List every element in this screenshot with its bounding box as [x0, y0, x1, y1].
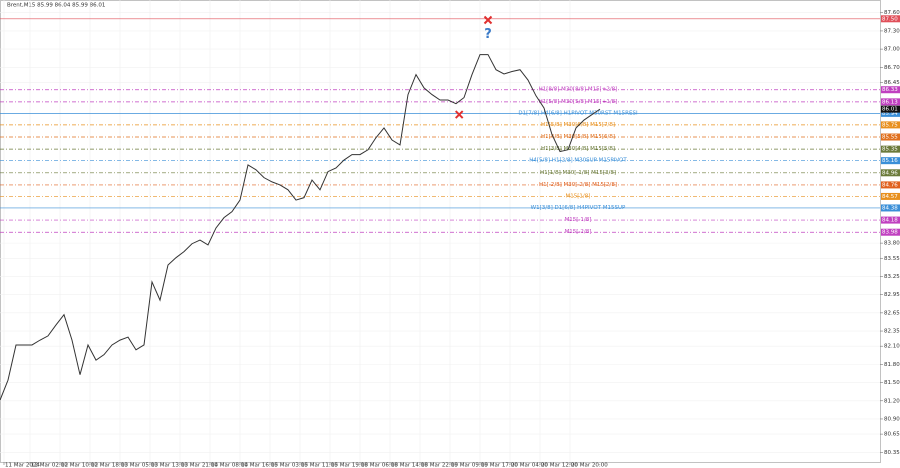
y-tick-label: 83.25 — [884, 274, 900, 280]
level-price-box — [881, 86, 900, 94]
x-tick-label: 18 Mar 06:00 — [361, 463, 398, 468]
x-tick-label: 14 Mar 16:00 — [241, 463, 278, 468]
level-price-box — [881, 204, 900, 212]
level-text: H1[8/8] M30[8/8] M15[+2/8] — [539, 87, 618, 93]
x-tick-label: 13 Mar 21:00 — [181, 463, 218, 468]
y-tick-label: 82.65 — [884, 310, 900, 316]
x-tick-label: 18 Mar 14:00 — [391, 463, 428, 468]
level-price-box — [881, 216, 900, 224]
level-price-label: 85.35 — [882, 147, 898, 153]
x-tick-label: 20 Mar 12:00 — [541, 463, 578, 468]
y-tick-label: 81.80 — [884, 362, 900, 368]
x-tick-label: 13 Mar 13:00 — [151, 463, 188, 468]
level-text: H1[5/8] M30[5/8] M15[+1/8] — [539, 99, 618, 105]
level-price-label: 84.76 — [882, 182, 898, 188]
x-tick-label: 12 Mar 10:00 — [61, 463, 98, 468]
level-price-label: 83.98 — [882, 230, 898, 236]
level-price-label: 84.18 — [882, 218, 898, 224]
level-text: W1[3/8] D1[6/8] H4PIVOT M15SUP — [531, 205, 626, 211]
level-price-label: 87.50 — [882, 16, 898, 22]
current-price-box — [881, 105, 900, 113]
level-text: M15[1/8] — [566, 193, 591, 199]
y-tick-label: 87.00 — [884, 47, 900, 53]
level-price-label: 84.38 — [882, 205, 898, 211]
y-tick-label: 82.35 — [884, 329, 900, 335]
x-tick-label: 14 Mar 08:00 — [211, 463, 248, 468]
y-tick-label: 87.60 — [884, 10, 900, 16]
y-tick-label: 87.30 — [884, 28, 900, 34]
level-price-box — [881, 145, 900, 153]
x-tick-label: 20 Mar 04:00 — [511, 463, 548, 468]
cross-marker — [483, 15, 493, 25]
x-tick-label: 19 Mar 09:00 — [451, 463, 488, 468]
level-price-box — [881, 109, 900, 117]
level-price-label: 85.94 — [882, 111, 898, 117]
level-text: H4[5/8] H1[2/8] M30SUP M15PIVOT — [529, 158, 627, 164]
level-price-box — [881, 133, 900, 141]
x-tick-label: 11 Mar 2024 — [5, 463, 40, 468]
level-text: H1[-2/8] M30[-2/8] M15[2/8] — [539, 182, 617, 188]
y-tick-label: 83.55 — [884, 256, 900, 262]
cross-stroke — [454, 110, 464, 119]
level-price-label: 84.57 — [882, 194, 898, 200]
level-price-label: 85.16 — [882, 158, 898, 164]
current-price-label: 86.01 — [882, 107, 898, 113]
level-text: H1[5/8] M30[6/8] M15[7/8] — [541, 122, 615, 128]
y-tick-label: 80.90 — [884, 416, 900, 422]
y-tick-label: 82.95 — [884, 292, 900, 298]
level-price-box — [881, 15, 900, 23]
annotation: ? — [484, 27, 492, 42]
level-price-box — [881, 228, 900, 236]
y-tick-label: 80.65 — [884, 432, 900, 438]
level-text: M15[-2/8] — [565, 229, 592, 235]
y-tick-label: 82.10 — [884, 344, 900, 350]
level-text: H1[1/8] M30[-1/8] M15[3/8] — [540, 170, 616, 176]
x-tick-label: 13 Mar 05:00 — [121, 463, 158, 468]
level-price-box — [881, 192, 900, 200]
x-tick-label: 15 Mar 19:00 — [331, 463, 368, 468]
level-price-box — [881, 121, 900, 129]
level-text: D1[7/8] H4[6/8] H1PIVOT M30RST M15RESI — [518, 110, 638, 116]
x-tick-label: 12 Mar 02:00 — [31, 463, 68, 468]
cross-marker — [454, 110, 464, 119]
x-tick-label: 15 Mar 03:00 — [271, 463, 308, 468]
y-tick-label: 83.80 — [884, 241, 900, 247]
y-tick-label: 86.70 — [884, 65, 900, 71]
plot-frame — [0, 0, 881, 463]
level-price-label: 85.75 — [882, 122, 898, 128]
level-price-label: 86.13 — [882, 99, 898, 105]
level-price-box — [881, 181, 900, 189]
level-price-label: 85.55 — [882, 135, 898, 141]
y-tick-label: 81.50 — [884, 380, 900, 386]
level-price-label: 84.96 — [882, 170, 898, 176]
level-text: H1[3/8] M30[4/8] M15[5/8] — [541, 146, 615, 152]
level-text: M15[-1/8] — [565, 217, 592, 223]
level-price-label: 86.33 — [882, 87, 898, 93]
level-price-box — [881, 169, 900, 177]
level-price-box — [881, 98, 900, 106]
level-text: H1[4/8] M30[5/8] M15[6/8] — [541, 134, 615, 140]
y-tick-label: 81.20 — [884, 398, 900, 404]
cross-stroke — [483, 15, 493, 25]
x-tick-label: 12 Mar 18:00 — [91, 463, 128, 468]
chart-title: Brent,M15 85.99 86.04 85.99 86.01 — [7, 3, 105, 9]
y-tick-label: 80.35 — [884, 450, 900, 456]
level-price-box — [881, 157, 900, 165]
x-tick-label: 18 Mar 22:00 — [421, 463, 458, 468]
price-line — [0, 54, 601, 401]
x-tick-label: 20 Mar 20:00 — [571, 463, 608, 468]
y-tick-label: 86.45 — [884, 80, 900, 86]
x-tick-label: 15 Mar 11:00 — [301, 463, 338, 468]
x-tick-label: 19 Mar 17:00 — [481, 463, 518, 468]
